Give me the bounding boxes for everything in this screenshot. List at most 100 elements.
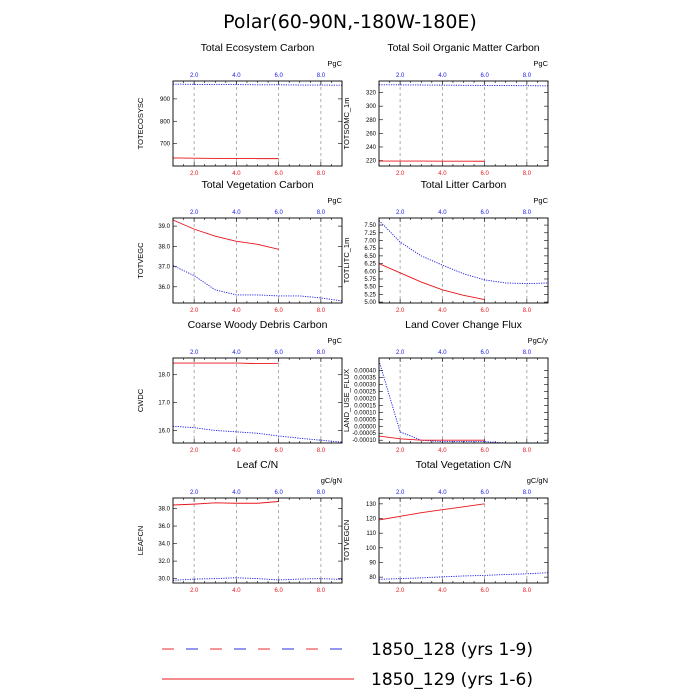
x-tick-label-bottom: 4.0 <box>232 171 241 177</box>
y-tick-label: 37.0 <box>158 265 170 271</box>
series-line-case2 <box>172 501 279 506</box>
x-tick-label-bottom: 6.0 <box>480 448 489 454</box>
x-tick-label-top: 4.0 <box>232 490 241 496</box>
x-tick-label-top: 4.0 <box>232 210 241 216</box>
x-tick-label-top: 4.0 <box>232 350 241 356</box>
x-tick-label-bottom: 2.0 <box>396 588 405 594</box>
plot-frame <box>378 80 549 167</box>
y-tick-label: 0.00025 <box>354 389 376 395</box>
x-tick-label-top: 4.0 <box>438 73 447 79</box>
x-tick-label-top: 4.0 <box>232 73 241 79</box>
y-axis-label: TOTSOMC_1m <box>342 98 351 150</box>
series-line-case1 <box>172 265 343 302</box>
y-tick-label: 30.0 <box>158 577 170 583</box>
units-label: gC/gN <box>321 476 342 485</box>
y-tick-label: 110 <box>366 531 376 537</box>
y-tick-label: 5.00 <box>364 300 376 306</box>
y-tick-label: 34.0 <box>158 542 170 548</box>
legend: 1850_128 (yrs 1-9) 1850_129 (yrs 1-6) <box>162 640 533 690</box>
panel-title: Coarse Woody Debris Carbon <box>188 319 328 331</box>
y-tick-label: 6.75 <box>364 246 376 252</box>
panel-title: Total Soil Organic Matter Carbon <box>387 42 539 54</box>
y-tick-label: 0.00015 <box>354 403 376 409</box>
x-tick-label-top: 6.0 <box>480 210 489 216</box>
x-tick-label-bottom: 2.0 <box>190 308 199 314</box>
x-tick-label-top: 2.0 <box>190 350 199 356</box>
y-tick-label: 38.0 <box>158 507 170 513</box>
x-tick-label-bottom: 8.0 <box>523 171 532 177</box>
x-tick-label-bottom: 4.0 <box>232 448 241 454</box>
series-line-case1 <box>172 425 343 443</box>
x-tick-label-top: 2.0 <box>190 210 199 216</box>
y-tick-label: 280 <box>366 118 377 124</box>
x-tick-label-top: 6.0 <box>480 490 489 496</box>
x-tick-label-top: 6.0 <box>274 73 283 79</box>
series-line-case1 <box>172 577 343 581</box>
y-tick-label: 80 <box>369 575 376 581</box>
series-line-case2 <box>378 435 485 441</box>
y-tick-label: 5.75 <box>364 277 376 283</box>
y-tick-label: 36.0 <box>158 524 170 530</box>
x-tick-label-bottom: 8.0 <box>317 588 326 594</box>
y-tick-label: 7.00 <box>364 238 376 244</box>
units-label: PgC <box>327 336 342 345</box>
legend-item: 1850_129 (yrs 1-6) <box>162 670 533 690</box>
x-tick-label-top: 8.0 <box>523 490 532 496</box>
y-tick-label: 5.25 <box>364 292 376 298</box>
y-tick-label: 0.00035 <box>354 376 376 382</box>
y-tick-label: 800 <box>160 119 171 125</box>
units-label: gC/gN <box>527 476 548 485</box>
y-tick-label: 6.00 <box>364 269 376 275</box>
x-tick-label-bottom: 4.0 <box>232 308 241 314</box>
series-line-case2 <box>378 503 485 521</box>
y-tick-label: 260 <box>366 131 377 137</box>
y-axis-label: LAND_USE_FLUX <box>342 369 351 432</box>
y-tick-label: 100 <box>366 546 377 552</box>
x-tick-label-bottom: 8.0 <box>317 308 326 314</box>
panel-1: Total Ecosystem Carbon PgC TOTECOSYSC 2.0 4.… <box>136 42 343 177</box>
y-tick-label: 39.0 <box>158 224 170 230</box>
y-tick-label: 5.50 <box>364 285 376 291</box>
y-tick-label: 90 <box>369 560 376 566</box>
y-tick-label: 120 <box>366 517 377 523</box>
x-tick-label-top: 2.0 <box>396 73 405 79</box>
x-tick-label-top: 4.0 <box>438 210 447 216</box>
x-tick-label-bottom: 6.0 <box>480 171 489 177</box>
x-tick-label-bottom: 6.0 <box>274 448 283 454</box>
units-label: PgC <box>327 59 342 68</box>
x-tick-label-top: 6.0 <box>274 490 283 496</box>
x-tick-label-bottom: 6.0 <box>274 588 283 594</box>
y-axis-label: TOTVEGC <box>136 242 145 279</box>
panel-title: Leaf C/N <box>237 459 278 471</box>
y-tick-label: 0.00000 <box>354 424 376 430</box>
x-tick-label-bottom: 8.0 <box>523 588 532 594</box>
plot-frame <box>172 217 343 304</box>
panels: Total Ecosystem Carbon PgC TOTECOSYSC 2.0 4.… <box>136 42 549 594</box>
x-tick-label-bottom: 6.0 <box>480 588 489 594</box>
x-tick-label-top: 4.0 <box>438 350 447 356</box>
panel-2: Total Soil Organic Matter Carbon PgC TOTSO… <box>342 42 549 177</box>
panel-title: Total Litter Carbon <box>421 179 507 191</box>
series-line-case2 <box>172 219 279 250</box>
y-tick-label: 6.50 <box>364 254 376 260</box>
panel-8: Total Vegetation C/N gC/gN TOTVEGCN 2.0 4.0 6… <box>342 459 549 594</box>
x-tick-label-top: 8.0 <box>523 350 532 356</box>
y-tick-label: -0.00005 <box>352 431 376 437</box>
x-tick-label-bottom: 8.0 <box>523 448 532 454</box>
x-tick-label-top: 8.0 <box>317 73 326 79</box>
y-tick-label: 6.25 <box>364 262 376 268</box>
x-tick-label-top: 6.0 <box>274 350 283 356</box>
units-label: PgC <box>533 59 548 68</box>
x-tick-label-bottom: 4.0 <box>438 308 447 314</box>
x-tick-label-top: 8.0 <box>523 210 532 216</box>
x-tick-label-bottom: 2.0 <box>190 448 199 454</box>
plot-frame <box>378 497 549 584</box>
units-label: PgC <box>327 196 342 205</box>
legend-label: 1850_129 (yrs 1-6) <box>371 670 533 690</box>
x-tick-label-bottom: 2.0 <box>396 308 405 314</box>
y-tick-label: 36.0 <box>158 285 170 291</box>
y-tick-label: 18.0 <box>158 373 170 379</box>
y-axis-label: TOTVEGCN <box>342 520 351 562</box>
x-tick-label-top: 8.0 <box>317 210 326 216</box>
y-tick-label: 32.0 <box>158 559 170 565</box>
